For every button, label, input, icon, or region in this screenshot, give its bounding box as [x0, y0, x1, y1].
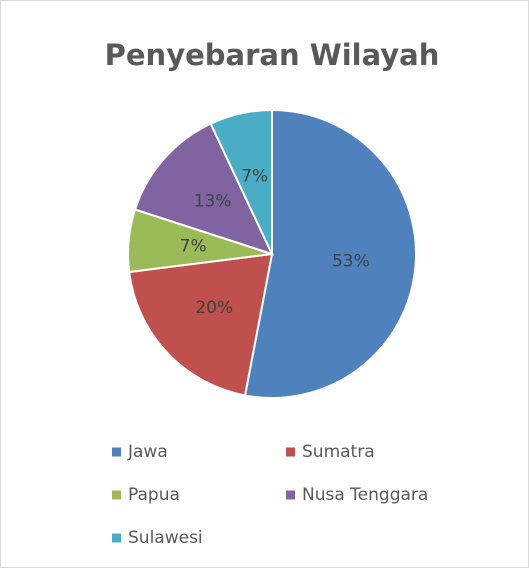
data-label: 20% [195, 298, 233, 318]
pie-slice [243, 108, 417, 399]
data-label: 7% [241, 167, 268, 187]
pie-slice [133, 122, 274, 256]
legend-swatch [112, 533, 121, 543]
legend-swatch [112, 490, 121, 500]
legend-swatch [286, 490, 295, 500]
legend-label: Sulawesi [128, 528, 203, 548]
legend-label: Jawa [127, 442, 168, 462]
data-label: 53% [332, 251, 370, 271]
chart-title: Penyebaran Wilayah [105, 38, 440, 72]
legend-label: Sumatra [302, 442, 375, 462]
data-label: 7% [180, 237, 207, 257]
legend-label: Papua [128, 485, 180, 505]
legend-label: Nusa Tenggara [302, 485, 428, 505]
legend-swatch [112, 447, 121, 457]
data-label: 13% [194, 192, 232, 212]
legend-swatch [286, 447, 295, 457]
pie-slice [209, 108, 273, 255]
pie-slice [128, 252, 274, 397]
